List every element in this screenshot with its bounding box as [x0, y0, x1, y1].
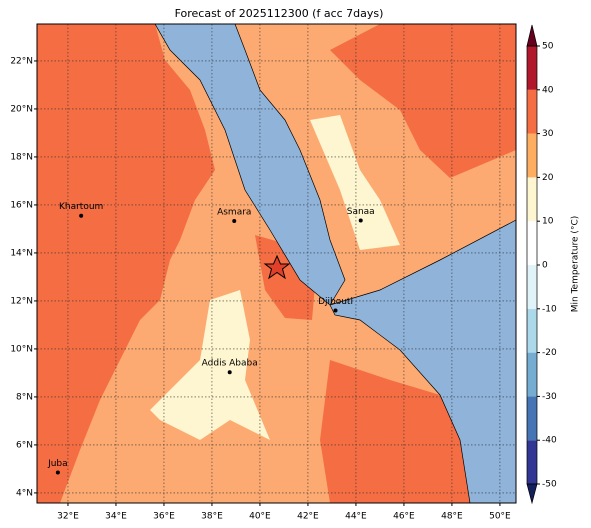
- warm-region: [320, 360, 470, 503]
- x-tick-label: 42°E: [297, 512, 319, 522]
- map-fill: [37, 24, 516, 503]
- red-sea: [154, 24, 346, 306]
- y-tick-label: 16°N: [10, 200, 33, 210]
- colorbar-tick-label: 50: [542, 42, 554, 52]
- colorbar-segment: [527, 396, 537, 441]
- x-tick-label: 50°E: [489, 512, 511, 522]
- city-label: Juba: [47, 459, 68, 469]
- colorbar-tick-label: 10: [542, 217, 554, 227]
- city-dot: [79, 213, 84, 218]
- colorbar-extend-over: [526, 24, 538, 47]
- y-tick-label: 6°N: [16, 440, 33, 450]
- colorbar-label: Min Temperature (°C): [571, 216, 581, 313]
- y-tick-label: 20°N: [10, 104, 33, 114]
- y-tick-label: 14°N: [10, 248, 33, 258]
- colorbar-segment: [527, 221, 537, 265]
- colorbar-segment: [527, 177, 537, 222]
- x-tick-label: 46°E: [393, 512, 415, 522]
- y-tick-label: 18°N: [10, 152, 33, 162]
- colorbar-tick-label: -30: [542, 392, 557, 402]
- cool-region: [310, 115, 400, 250]
- x-tick-label: 32°E: [57, 512, 79, 522]
- star-marker: [263, 254, 291, 280]
- y-tick-label: 12°N: [10, 296, 33, 306]
- colorbar-extend-under: [526, 483, 538, 505]
- colorbar-tick-label: -40: [542, 436, 557, 446]
- title: Forecast of 2025112300 (f acc 7days): [175, 7, 384, 20]
- colorbar-tick-label: 30: [542, 129, 554, 139]
- city-dot: [333, 308, 338, 313]
- warm-region: [330, 24, 516, 178]
- city-dot: [232, 219, 237, 224]
- city-label: Khartoum: [59, 202, 103, 212]
- x-tick-label: 36°E: [153, 512, 175, 522]
- city-label: Asmara: [217, 208, 251, 218]
- map-frame: [36, 23, 517, 504]
- city-label: Djibouti: [318, 297, 353, 307]
- colorbar-tick-label: -50: [542, 480, 557, 490]
- colorbar-segment: [527, 89, 537, 134]
- colorbar-segment: [527, 46, 537, 90]
- y-tick-label: 4°N: [16, 488, 33, 498]
- colorbar-segment: [527, 440, 537, 484]
- colorbar-tick-label: 20: [542, 173, 554, 183]
- city-label: Addis Ababa: [202, 359, 258, 369]
- warm-region: [37, 24, 215, 503]
- colorbar-tick-label: -20: [542, 348, 557, 358]
- x-tick-label: 34°E: [105, 512, 127, 522]
- colorbar-segment: [527, 308, 537, 353]
- city-dot: [227, 370, 232, 375]
- colorbar-segment: [527, 352, 537, 397]
- x-tick-label: 48°E: [441, 512, 463, 522]
- colorbar-tick-label: 0: [542, 261, 548, 271]
- cool-region: [150, 290, 270, 440]
- y-tick-label: 22°N: [10, 56, 33, 66]
- y-tick-label: 10°N: [10, 344, 33, 354]
- city-label: Sanaa: [347, 207, 375, 217]
- colorbar-tick-label: 40: [542, 85, 554, 95]
- colorbar-tick-label: -10: [542, 304, 557, 314]
- city-dot: [358, 218, 363, 223]
- x-tick-label: 38°E: [201, 512, 223, 522]
- x-tick-label: 44°E: [345, 512, 367, 522]
- city-dot: [55, 470, 60, 475]
- colorbar-segment: [527, 265, 537, 309]
- x-tick-label: 40°E: [249, 512, 271, 522]
- y-tick-label: 8°N: [16, 392, 33, 402]
- colorbar-segment: [527, 133, 537, 178]
